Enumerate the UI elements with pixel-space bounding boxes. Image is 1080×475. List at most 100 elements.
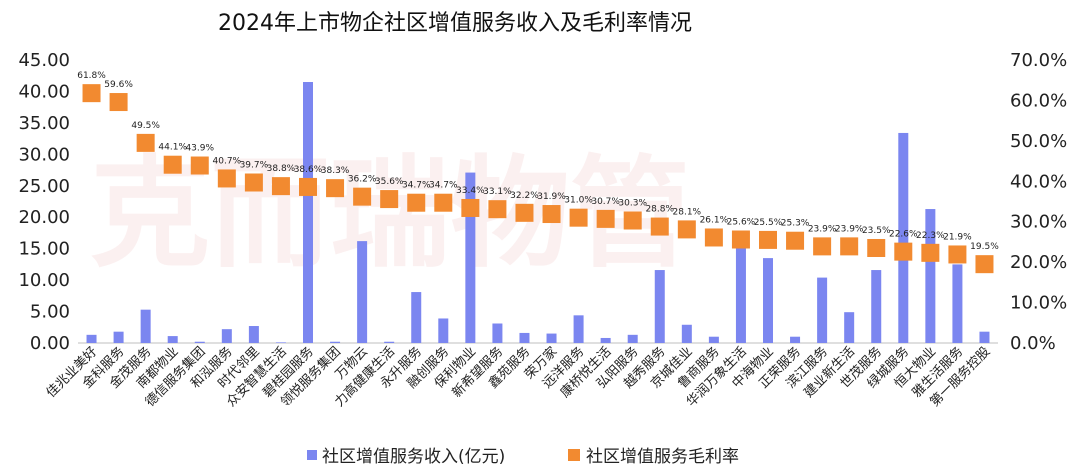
y-left-tick-label: 0.00 xyxy=(30,333,70,354)
margin-point xyxy=(569,208,588,227)
bar xyxy=(113,331,124,343)
y-right-tick-label: 0.0% xyxy=(1010,333,1056,354)
y-left-tick-label: 5.00 xyxy=(30,302,70,323)
bar xyxy=(357,241,368,343)
margin-data-label: 19.5% xyxy=(970,242,999,252)
bar xyxy=(492,323,503,343)
y-left-tick-label: 40.00 xyxy=(18,81,70,102)
margin-point xyxy=(326,179,345,198)
y-left-tick-label: 20.00 xyxy=(18,207,70,228)
margin-point xyxy=(921,243,940,262)
y-right-tick-label: 10.0% xyxy=(1010,293,1067,314)
margin-data-label: 32.2% xyxy=(510,191,539,201)
bar xyxy=(763,258,773,343)
margin-point xyxy=(596,209,615,228)
bar xyxy=(411,292,422,343)
margin-data-label: 25.3% xyxy=(781,219,810,229)
bar xyxy=(465,172,476,343)
margin-data-label: 38.3% xyxy=(321,166,350,176)
bar xyxy=(952,264,963,343)
bar xyxy=(735,244,746,343)
margin-data-label: 35.6% xyxy=(375,177,404,187)
margin-data-label: 23.5% xyxy=(862,226,891,236)
bar xyxy=(248,326,259,343)
bar xyxy=(844,312,855,343)
bar xyxy=(194,341,205,343)
y-right-tick-label: 50.0% xyxy=(1010,131,1067,152)
margin-point xyxy=(271,177,290,196)
legend-swatch-margin xyxy=(568,449,580,461)
margin-data-label: 59.6% xyxy=(104,80,133,90)
y-left-tick-label: 30.00 xyxy=(18,144,70,165)
margin-data-label: 38.8% xyxy=(267,164,296,174)
legend: 社区增值服务收入(亿元) 社区增值服务毛利率 xyxy=(307,447,739,467)
margin-data-label: 44.1% xyxy=(158,143,187,153)
margin-data-label: 49.5% xyxy=(131,121,160,131)
margin-point xyxy=(434,193,453,212)
y-left-tick-label: 10.00 xyxy=(18,270,70,291)
margin-point xyxy=(786,231,805,250)
y-right-tick-label: 30.0% xyxy=(1010,212,1067,233)
chart-title: 2024年上市物企社区增值服务收入及毛利率情况 xyxy=(218,11,692,36)
bar xyxy=(708,336,719,343)
margin-data-label: 33.1% xyxy=(483,187,512,197)
bar xyxy=(654,270,665,343)
y-left-tick-label: 45.00 xyxy=(18,50,70,71)
margin-data-label: 31.9% xyxy=(537,192,566,202)
watermark: 克而瑞物管 xyxy=(90,145,690,284)
margin-point xyxy=(190,156,209,175)
margin-point xyxy=(894,242,913,261)
margin-data-label: 39.7% xyxy=(240,160,269,170)
margin-point xyxy=(650,217,669,236)
bar xyxy=(898,132,909,343)
margin-point xyxy=(244,173,263,192)
bar xyxy=(925,209,936,343)
plot-area: 0.00 5.00 10.00 15.00 20.00 25.00 30.00 35.00 40… xyxy=(18,50,1067,410)
bar xyxy=(979,331,990,343)
bar xyxy=(871,270,882,343)
bar xyxy=(519,332,530,343)
margin-point xyxy=(840,237,859,256)
margin-data-label: 21.9% xyxy=(943,232,972,242)
legend-label-revenue: 社区增值服务收入(亿元) xyxy=(322,447,505,467)
margin-data-label: 22.6% xyxy=(889,230,918,240)
bar xyxy=(167,336,178,343)
margin-point xyxy=(136,133,155,152)
margin-point xyxy=(677,220,696,239)
margin-point xyxy=(407,193,426,212)
margin-data-label: 26.1% xyxy=(700,215,729,225)
margin-point xyxy=(461,198,480,217)
margin-point xyxy=(109,93,128,112)
margin-data-label: 23.9% xyxy=(808,224,837,234)
margin-point xyxy=(975,255,994,274)
margin-point xyxy=(163,155,182,174)
margin-data-label: 28.1% xyxy=(673,207,702,217)
y-right-tick-label: 40.0% xyxy=(1010,171,1067,192)
bar xyxy=(140,309,151,343)
bar xyxy=(681,324,692,343)
margin-point xyxy=(731,230,750,249)
margin-data-label: 40.7% xyxy=(213,156,242,166)
margin-point xyxy=(353,187,372,206)
bar xyxy=(573,315,584,343)
bar xyxy=(817,277,828,343)
y-right-tick-label: 70.0% xyxy=(1010,50,1067,71)
margin-data-label: 30.7% xyxy=(591,197,620,207)
margin-point xyxy=(867,238,886,257)
margin-data-label: 61.8% xyxy=(77,71,106,81)
bar xyxy=(546,333,557,343)
margin-data-label: 33.4% xyxy=(456,186,485,196)
y-left-tick-label: 25.00 xyxy=(18,176,70,197)
margin-data-label: 43.9% xyxy=(185,144,214,154)
bar xyxy=(438,318,449,343)
margin-point xyxy=(488,200,507,219)
margin-point xyxy=(813,237,832,256)
y-left-tick-label: 15.00 xyxy=(18,239,70,260)
margin-point xyxy=(623,211,642,230)
bar xyxy=(627,334,638,343)
margin-point xyxy=(948,245,967,264)
margin-point xyxy=(217,169,236,188)
bar xyxy=(384,341,395,343)
bar xyxy=(221,329,232,343)
